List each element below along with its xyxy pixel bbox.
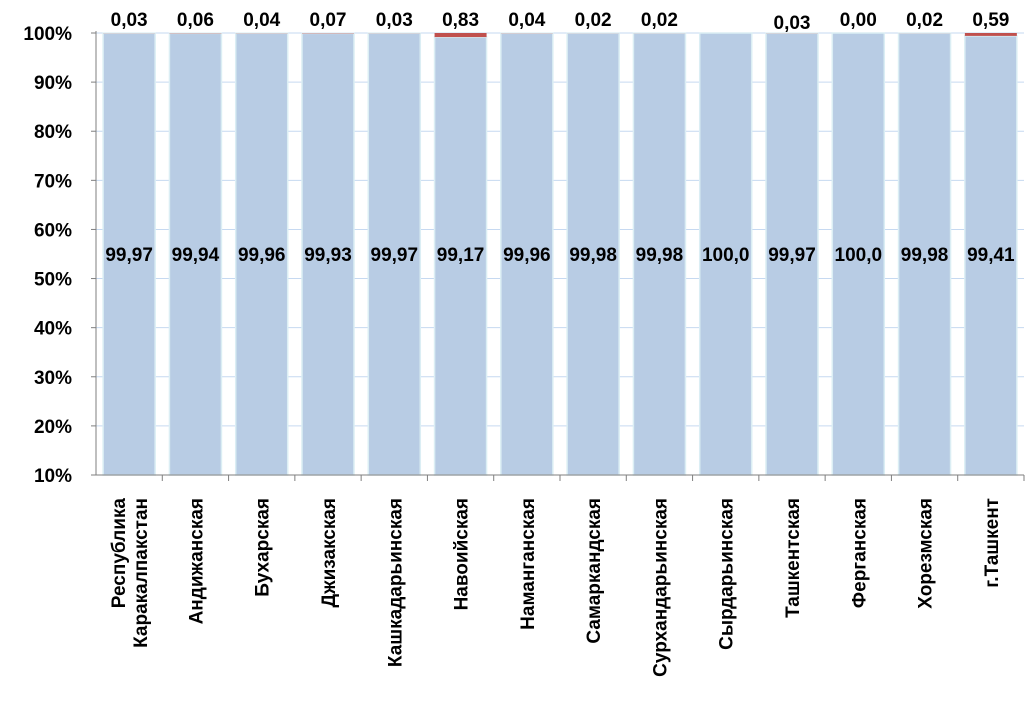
bar-main-segment <box>897 32 952 476</box>
data-label-main: 99,93 <box>304 245 352 266</box>
x-category-label: Хорезмская <box>916 498 937 609</box>
y-axis-tick-labels: 10% 20% 30% 40% 50% 60% 70% 80% 90% 100% <box>23 24 72 487</box>
data-label-main: 99,98 <box>636 245 684 266</box>
data-label-top: 0,03 <box>376 10 413 31</box>
x-category-label: Наманганская <box>518 498 539 630</box>
y-tick-label: 90% <box>34 73 72 94</box>
data-label-top: 0,59 <box>972 10 1009 31</box>
data-label-top: 0,06 <box>177 10 214 31</box>
data-label-main: 99,41 <box>967 245 1015 266</box>
bar-main-segment <box>168 32 223 476</box>
x-category-label: г.Ташкент <box>982 498 1003 588</box>
axes <box>95 31 1025 481</box>
data-label-top: 0,02 <box>641 10 678 31</box>
data-label-top: 0,02 <box>575 10 612 31</box>
x-category-label: Ташкентская <box>783 498 804 618</box>
x-category-label: Каракалпакстан <box>131 498 152 648</box>
data-label-top: 0,03 <box>774 13 811 34</box>
bar-top-segment <box>964 33 1017 36</box>
bar-main-segment <box>698 32 753 476</box>
bar-main-segment <box>500 32 554 476</box>
x-category-label: Джизакская <box>319 498 340 607</box>
data-label-top: 0,03 <box>111 10 148 31</box>
x-category-label: Сырдарьинская <box>717 498 738 650</box>
x-category-label: Республика <box>109 498 130 609</box>
bars <box>102 32 1018 476</box>
bar-main-segment <box>102 32 156 476</box>
data-label-top: 0,00 <box>840 10 877 31</box>
data-label-top: 0,07 <box>310 10 347 31</box>
y-tick-label: 60% <box>34 220 72 241</box>
data-label-main: 100,0 <box>835 245 883 266</box>
y-tick-label: 40% <box>34 319 72 340</box>
y-tick-label: 70% <box>34 171 72 192</box>
top-series-data-labels: 0,03 0,06 0,04 0,07 0,03 0,83 0,04 0,02 0,02 0,03… <box>111 10 1010 34</box>
x-category-label: Андижанская <box>186 498 207 624</box>
main-series-data-labels: 99,97 99,94 99,96 99,93 99,97 99,17 99,96 99,98… <box>105 245 1015 266</box>
data-label-top: 0,04 <box>243 10 280 31</box>
y-tick-label: 50% <box>34 270 72 291</box>
x-category-label: Навоийская <box>452 498 473 610</box>
data-label-top: 0,83 <box>442 10 479 31</box>
data-label-main: 99,97 <box>768 245 816 266</box>
data-label-main: 99,94 <box>172 245 220 266</box>
data-label-main: 99,97 <box>371 245 419 266</box>
bar-main-segment <box>964 35 1018 476</box>
x-category-label: Бухарская <box>253 498 274 597</box>
x-category-label: Ферганская <box>849 498 870 608</box>
bar-main-segment <box>831 32 886 476</box>
x-category-label: Кашкадарьинская <box>385 498 406 667</box>
data-label-main: 99,17 <box>437 245 485 266</box>
y-tick-label: 20% <box>34 417 72 438</box>
data-label-main: 99,98 <box>901 245 949 266</box>
data-label-main: 99,98 <box>569 245 617 266</box>
data-label-top: 0,02 <box>906 10 943 31</box>
data-label-main: 99,97 <box>105 245 153 266</box>
data-label-top: 0,04 <box>508 10 545 31</box>
y-tick-label: 100% <box>23 24 72 45</box>
y-tick-label: 30% <box>34 368 72 389</box>
data-label-main: 99,96 <box>503 245 551 266</box>
x-category-label: Самаркандская <box>584 498 605 644</box>
bar-top-segment <box>434 33 487 38</box>
y-tick-label: 10% <box>34 466 72 487</box>
x-axis-tick-labels: Республика Каракалпакстан Андижанская Бухар… <box>109 498 1003 677</box>
y-tick-label: 80% <box>34 122 72 143</box>
bar-main-segment <box>765 32 819 476</box>
data-label-main: 99,96 <box>238 245 286 266</box>
bar-main-segment <box>566 32 620 476</box>
data-label-main: 100,0 <box>702 245 750 266</box>
x-category-label: Сурхандарьинская <box>650 498 671 677</box>
